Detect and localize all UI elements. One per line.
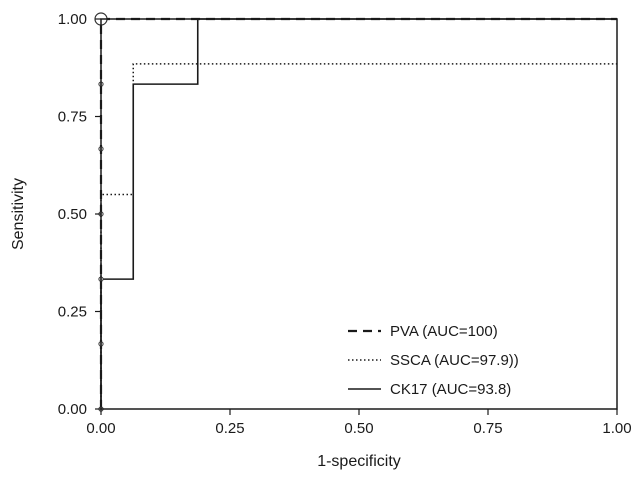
tick-layer: 0.00 0.25 0.50 0.75 1.00 0.00 0.25 0.50 0.75 1.00 [58,11,632,437]
series-line-0 [99,17,617,409]
x-tick-label-1: 0.25 [215,420,244,437]
series-line-1 [100,63,617,409]
y-tick-label-2: 0.50 [58,206,87,223]
marker-layer [94,12,108,412]
legend: PVA (AUC=100) SSCA (AUC=97.9)) CK17 (AUC… [348,323,519,398]
x-tick-label-4: 1.00 [602,420,631,437]
y-tick-label-4: 1.00 [58,11,87,28]
plot-frame [100,18,618,410]
y-tick-label-0: 0.00 [58,401,87,418]
legend-label-pva: PVA (AUC=100) [390,323,498,340]
legend-label-ck17: CK17 (AUC=93.8) [390,381,511,398]
series-layer [99,17,617,409]
series-line-2 [100,18,617,409]
x-axis-label: 1-specificity [317,453,401,470]
x-tick-label-3: 0.75 [473,420,502,437]
y-axis-label: Sensitivity [10,178,27,250]
x-tick-label-0: 0.00 [86,420,115,437]
x-tick-label-2: 0.50 [344,420,373,437]
y-tick-label-1: 0.25 [58,304,87,321]
y-tick-label-3: 0.75 [58,109,87,126]
legend-label-ssca: SSCA (AUC=97.9)) [390,352,519,369]
